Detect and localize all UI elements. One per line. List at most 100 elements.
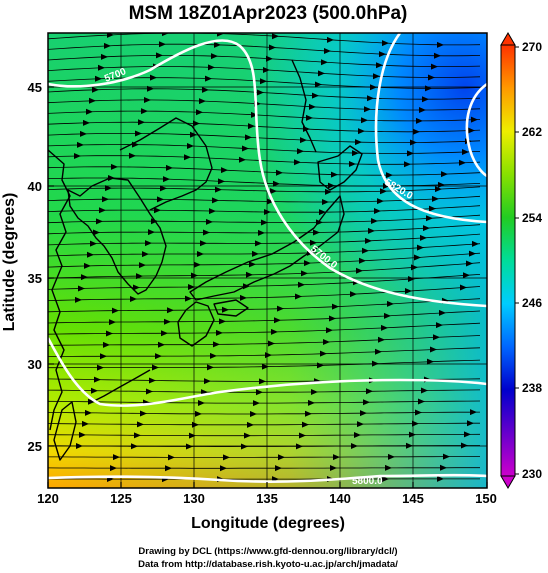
streamline-arrow	[370, 84, 377, 91]
streamline-arrow	[99, 207, 106, 214]
streamline	[48, 186, 481, 193]
streamline-arrow	[220, 465, 227, 472]
streamline-arrow	[313, 229, 320, 236]
streamline-arrow	[323, 338, 330, 345]
streamline-arrow	[321, 59, 328, 66]
streamline-arrow	[406, 442, 413, 449]
y-tick-45: 45	[28, 80, 42, 95]
streamline-arrow	[302, 421, 309, 428]
coast-ryukyu	[91, 369, 151, 403]
streamline-arrow	[75, 296, 82, 303]
streamline	[48, 310, 481, 324]
streamline-arrow	[104, 42, 111, 49]
streamline-arrow	[328, 182, 335, 189]
streamline-arrow	[357, 421, 364, 428]
streamline-arrow	[218, 178, 225, 185]
y-tick-35: 35	[28, 271, 42, 286]
streamline-arrow	[256, 389, 263, 396]
streamline-arrow	[407, 150, 414, 157]
streamline-arrow	[88, 398, 95, 405]
streamline-arrow	[360, 410, 367, 417]
streamline	[48, 422, 480, 426]
streamline-arrow	[422, 96, 429, 103]
streamline-arrow	[264, 209, 271, 216]
streamline-arrow	[188, 283, 195, 290]
streamline	[48, 322, 481, 335]
x-tick-145: 145	[402, 491, 424, 506]
streamline-arrow	[311, 388, 318, 395]
plot-area: 5700 5820.0 5700.0 5800.0	[48, 33, 487, 488]
streamline-arrow	[436, 322, 443, 329]
streamline-arrow	[167, 307, 174, 314]
streamline-arrow	[210, 352, 217, 359]
streamline	[48, 110, 481, 122]
streamline-arrow	[113, 454, 120, 461]
x-tick-135: 135	[256, 491, 278, 506]
colorbar-label-270: 270	[522, 40, 542, 54]
streamline-arrow	[101, 53, 108, 60]
streamline-arrow	[305, 410, 312, 417]
streamline-arrow	[258, 229, 265, 236]
streamline-arrow	[102, 196, 109, 203]
streamline	[48, 166, 481, 176]
streamline-arrow	[78, 285, 85, 292]
streamline-arrow	[278, 454, 285, 461]
streamline-arrow	[420, 234, 427, 241]
contour-label-5800: 5800.0	[352, 476, 383, 487]
streamline-arrow	[412, 420, 419, 427]
streamline-arrow	[241, 443, 248, 450]
streamline-arrow	[277, 305, 284, 312]
streamline-arrow	[159, 41, 166, 48]
streamline-arrow	[437, 475, 444, 482]
streamline-arrow	[352, 150, 359, 157]
streamline-arrow	[351, 443, 358, 450]
streamline-arrow	[85, 409, 92, 416]
streamline-arrow	[317, 362, 324, 369]
streamline-arrow	[379, 51, 386, 58]
streamline-arrow	[214, 41, 221, 48]
streamline-arrow	[295, 293, 302, 300]
contour-5820	[374, 33, 487, 224]
streamline-arrow	[385, 464, 392, 471]
streamline-arrow	[207, 364, 214, 371]
streamline-arrow	[211, 53, 218, 60]
streamline-arrow	[331, 171, 338, 178]
streamline-arrow	[212, 197, 219, 204]
streamline-arrow	[275, 465, 282, 472]
streamline-arrow	[443, 453, 450, 460]
streamline-arrow	[382, 40, 389, 47]
streamline-arrow	[83, 119, 90, 126]
streamline-arrow	[134, 432, 141, 439]
streamline-arrow	[209, 208, 216, 215]
streamline-arrow	[409, 431, 416, 438]
streamline-arrow	[434, 52, 441, 59]
streamline-arrow	[384, 312, 391, 319]
streamline-arrow	[355, 139, 362, 146]
credit-line-1: Drawing by DCL (https://www.gfd-dennou.o…	[138, 546, 397, 557]
streamline-arrow	[310, 239, 317, 246]
streamline	[48, 347, 481, 357]
streamline-arrow	[415, 409, 422, 416]
streamline-arrow	[110, 465, 117, 472]
colorbar-label-254: 254	[522, 211, 542, 225]
streamline	[48, 400, 481, 404]
streamline-arrow	[149, 377, 156, 384]
streamline-arrow	[467, 420, 474, 427]
streamline-arrow	[372, 360, 379, 367]
streamline-arrow	[388, 453, 395, 460]
streamline-arrow	[300, 137, 307, 144]
streamline-arrow	[240, 294, 247, 301]
streamline-arrow	[319, 209, 326, 216]
streamline	[48, 33, 481, 46]
streamline-arrow	[260, 78, 267, 85]
streamline-arrow	[97, 364, 104, 371]
streamline-arrow	[301, 270, 308, 277]
colorbar-label-238: 238	[522, 381, 542, 395]
streamline-arrow	[425, 85, 432, 92]
streamline-arrow	[109, 319, 116, 326]
streamline	[48, 243, 481, 257]
streamline-arrow	[164, 318, 171, 325]
streamline-arrow	[273, 180, 280, 187]
streamline-arrow	[368, 227, 375, 234]
streamline-arrow	[161, 330, 168, 337]
